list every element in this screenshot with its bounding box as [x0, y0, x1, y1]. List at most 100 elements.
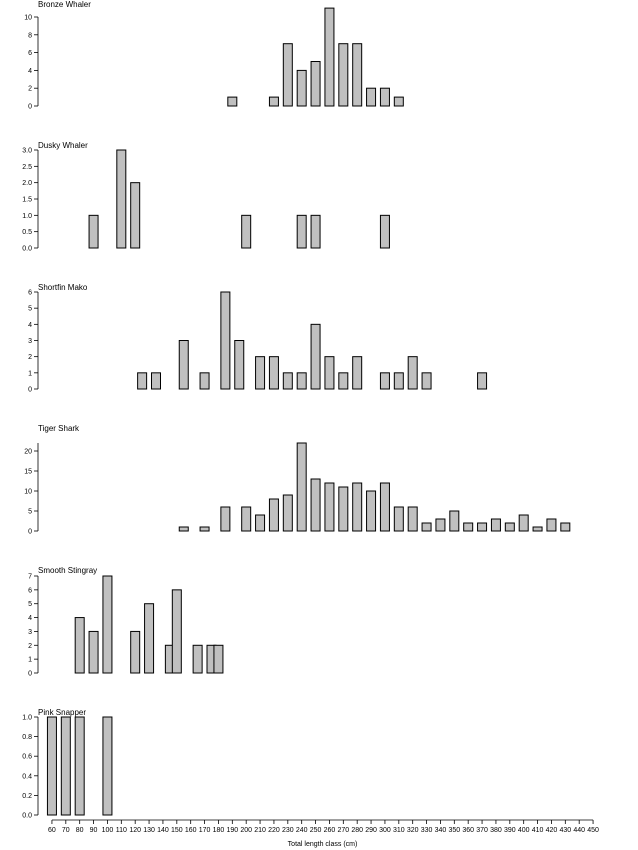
x-tick-label: 290 — [365, 827, 377, 834]
x-tick-label: 100 — [102, 827, 114, 834]
bar — [282, 494, 293, 532]
x-tick-label: 330 — [421, 827, 433, 834]
x-tick-label: 110 — [116, 827, 127, 834]
bar — [379, 214, 390, 249]
x-tick-label: 370 — [476, 827, 488, 834]
bar — [560, 522, 571, 532]
y-tick-label: 1.0 — [22, 213, 32, 220]
x-tick-label: 210 — [254, 827, 266, 834]
bar — [268, 498, 279, 532]
bar — [199, 526, 210, 532]
bar — [116, 149, 127, 249]
x-tick-label: 380 — [490, 827, 502, 834]
x-tick-label: 300 — [379, 827, 391, 834]
bar — [463, 522, 474, 532]
panel-title: Tiger Shark — [38, 424, 80, 433]
bar — [60, 716, 71, 816]
bar — [171, 589, 182, 674]
panel-bronze-whaler: Bronze Whaler 0 2 4 6 8 10 — [24, 0, 404, 111]
bar — [88, 214, 99, 249]
x-tick-label: 90 — [90, 827, 98, 834]
bar — [296, 442, 307, 532]
bar — [546, 518, 557, 532]
y-tick-label: 10 — [24, 489, 32, 496]
x-tick-label: 230 — [282, 827, 294, 834]
x-tick-label: 320 — [407, 827, 419, 834]
bar — [407, 356, 418, 390]
x-tick-label: 120 — [129, 827, 141, 834]
y-tick-label: 4 — [28, 68, 32, 75]
y-tick-label: 2 — [28, 354, 32, 361]
bar — [490, 518, 501, 532]
bar — [324, 356, 335, 390]
panel-shortfin-mako: Shortfin Mako 0 1 2 3 4 5 6 — [28, 283, 488, 394]
bar — [366, 490, 377, 532]
bar — [227, 96, 238, 107]
bar — [449, 510, 460, 532]
bar — [296, 69, 307, 107]
y-tick-label: 0.4 — [22, 773, 32, 780]
y-tick-label: 2.5 — [22, 164, 32, 171]
x-tick-label: 390 — [504, 827, 516, 834]
panel-dusky-whaler: Dusky Whaler 0.0 0.5 1.0 1.5 2.0 2.5 3.0 — [22, 141, 390, 253]
x-tick-label: 310 — [393, 827, 405, 834]
bar — [130, 182, 141, 249]
bar — [518, 514, 529, 532]
y-tick-label: 6 — [28, 290, 32, 297]
x-tick-label: 420 — [546, 827, 558, 834]
y-tick-label: 1 — [28, 657, 32, 664]
y-tick-label: 6 — [28, 587, 32, 594]
x-tick-label: 80 — [76, 827, 84, 834]
x-tick-label: 180 — [213, 827, 225, 834]
y-tick-label: 0 — [28, 104, 32, 111]
bar — [310, 61, 321, 107]
x-tick-label: 200 — [240, 827, 252, 834]
y-tick-label: 6 — [28, 50, 32, 57]
y-tick-label: 0 — [28, 529, 32, 536]
bar — [477, 522, 488, 532]
x-tick-label: 220 — [268, 827, 280, 834]
bar — [241, 506, 252, 532]
bar — [435, 518, 446, 532]
x-axis-title: Total length class (cm) — [288, 841, 358, 848]
bar — [102, 575, 113, 674]
y-tick-label: 2.0 — [22, 180, 32, 187]
y-tick-label: 8 — [28, 32, 32, 39]
bar — [379, 372, 390, 390]
y-tick-label: 0.0 — [22, 246, 32, 253]
bar — [296, 372, 307, 390]
bar — [282, 43, 293, 107]
x-tick-label: 250 — [310, 827, 322, 834]
y-tick-label: 0.8 — [22, 734, 32, 741]
bar — [88, 630, 99, 674]
bar — [310, 323, 321, 390]
bar — [268, 356, 279, 390]
bar — [338, 486, 349, 532]
bar — [220, 506, 231, 532]
bar — [366, 87, 377, 107]
bar — [532, 526, 543, 532]
y-tick-label: 1.0 — [22, 715, 32, 722]
x-tick-label: 190 — [226, 827, 238, 834]
bar — [102, 716, 113, 816]
bar — [324, 482, 335, 532]
panel-tiger-shark: Tiger Shark 0 5 10 15 20 — [24, 424, 571, 536]
x-tick-label: 150 — [171, 827, 183, 834]
bar — [338, 43, 349, 107]
y-tick-label: 3 — [28, 338, 32, 345]
x-tick-label: 130 — [143, 827, 155, 834]
bar — [393, 506, 404, 532]
bar — [220, 291, 231, 390]
bar — [255, 356, 266, 390]
bar — [74, 716, 85, 816]
y-tick-label: 2 — [28, 86, 32, 93]
panel-title: Pink Snapper — [38, 708, 86, 717]
x-tick-label: 270 — [337, 827, 349, 834]
y-tick-label: 0.6 — [22, 754, 32, 761]
y-tick-label: 5 — [28, 509, 32, 516]
bar — [151, 372, 161, 390]
x-tick-label: 260 — [324, 827, 336, 834]
bar — [130, 630, 141, 674]
bar — [234, 340, 245, 390]
